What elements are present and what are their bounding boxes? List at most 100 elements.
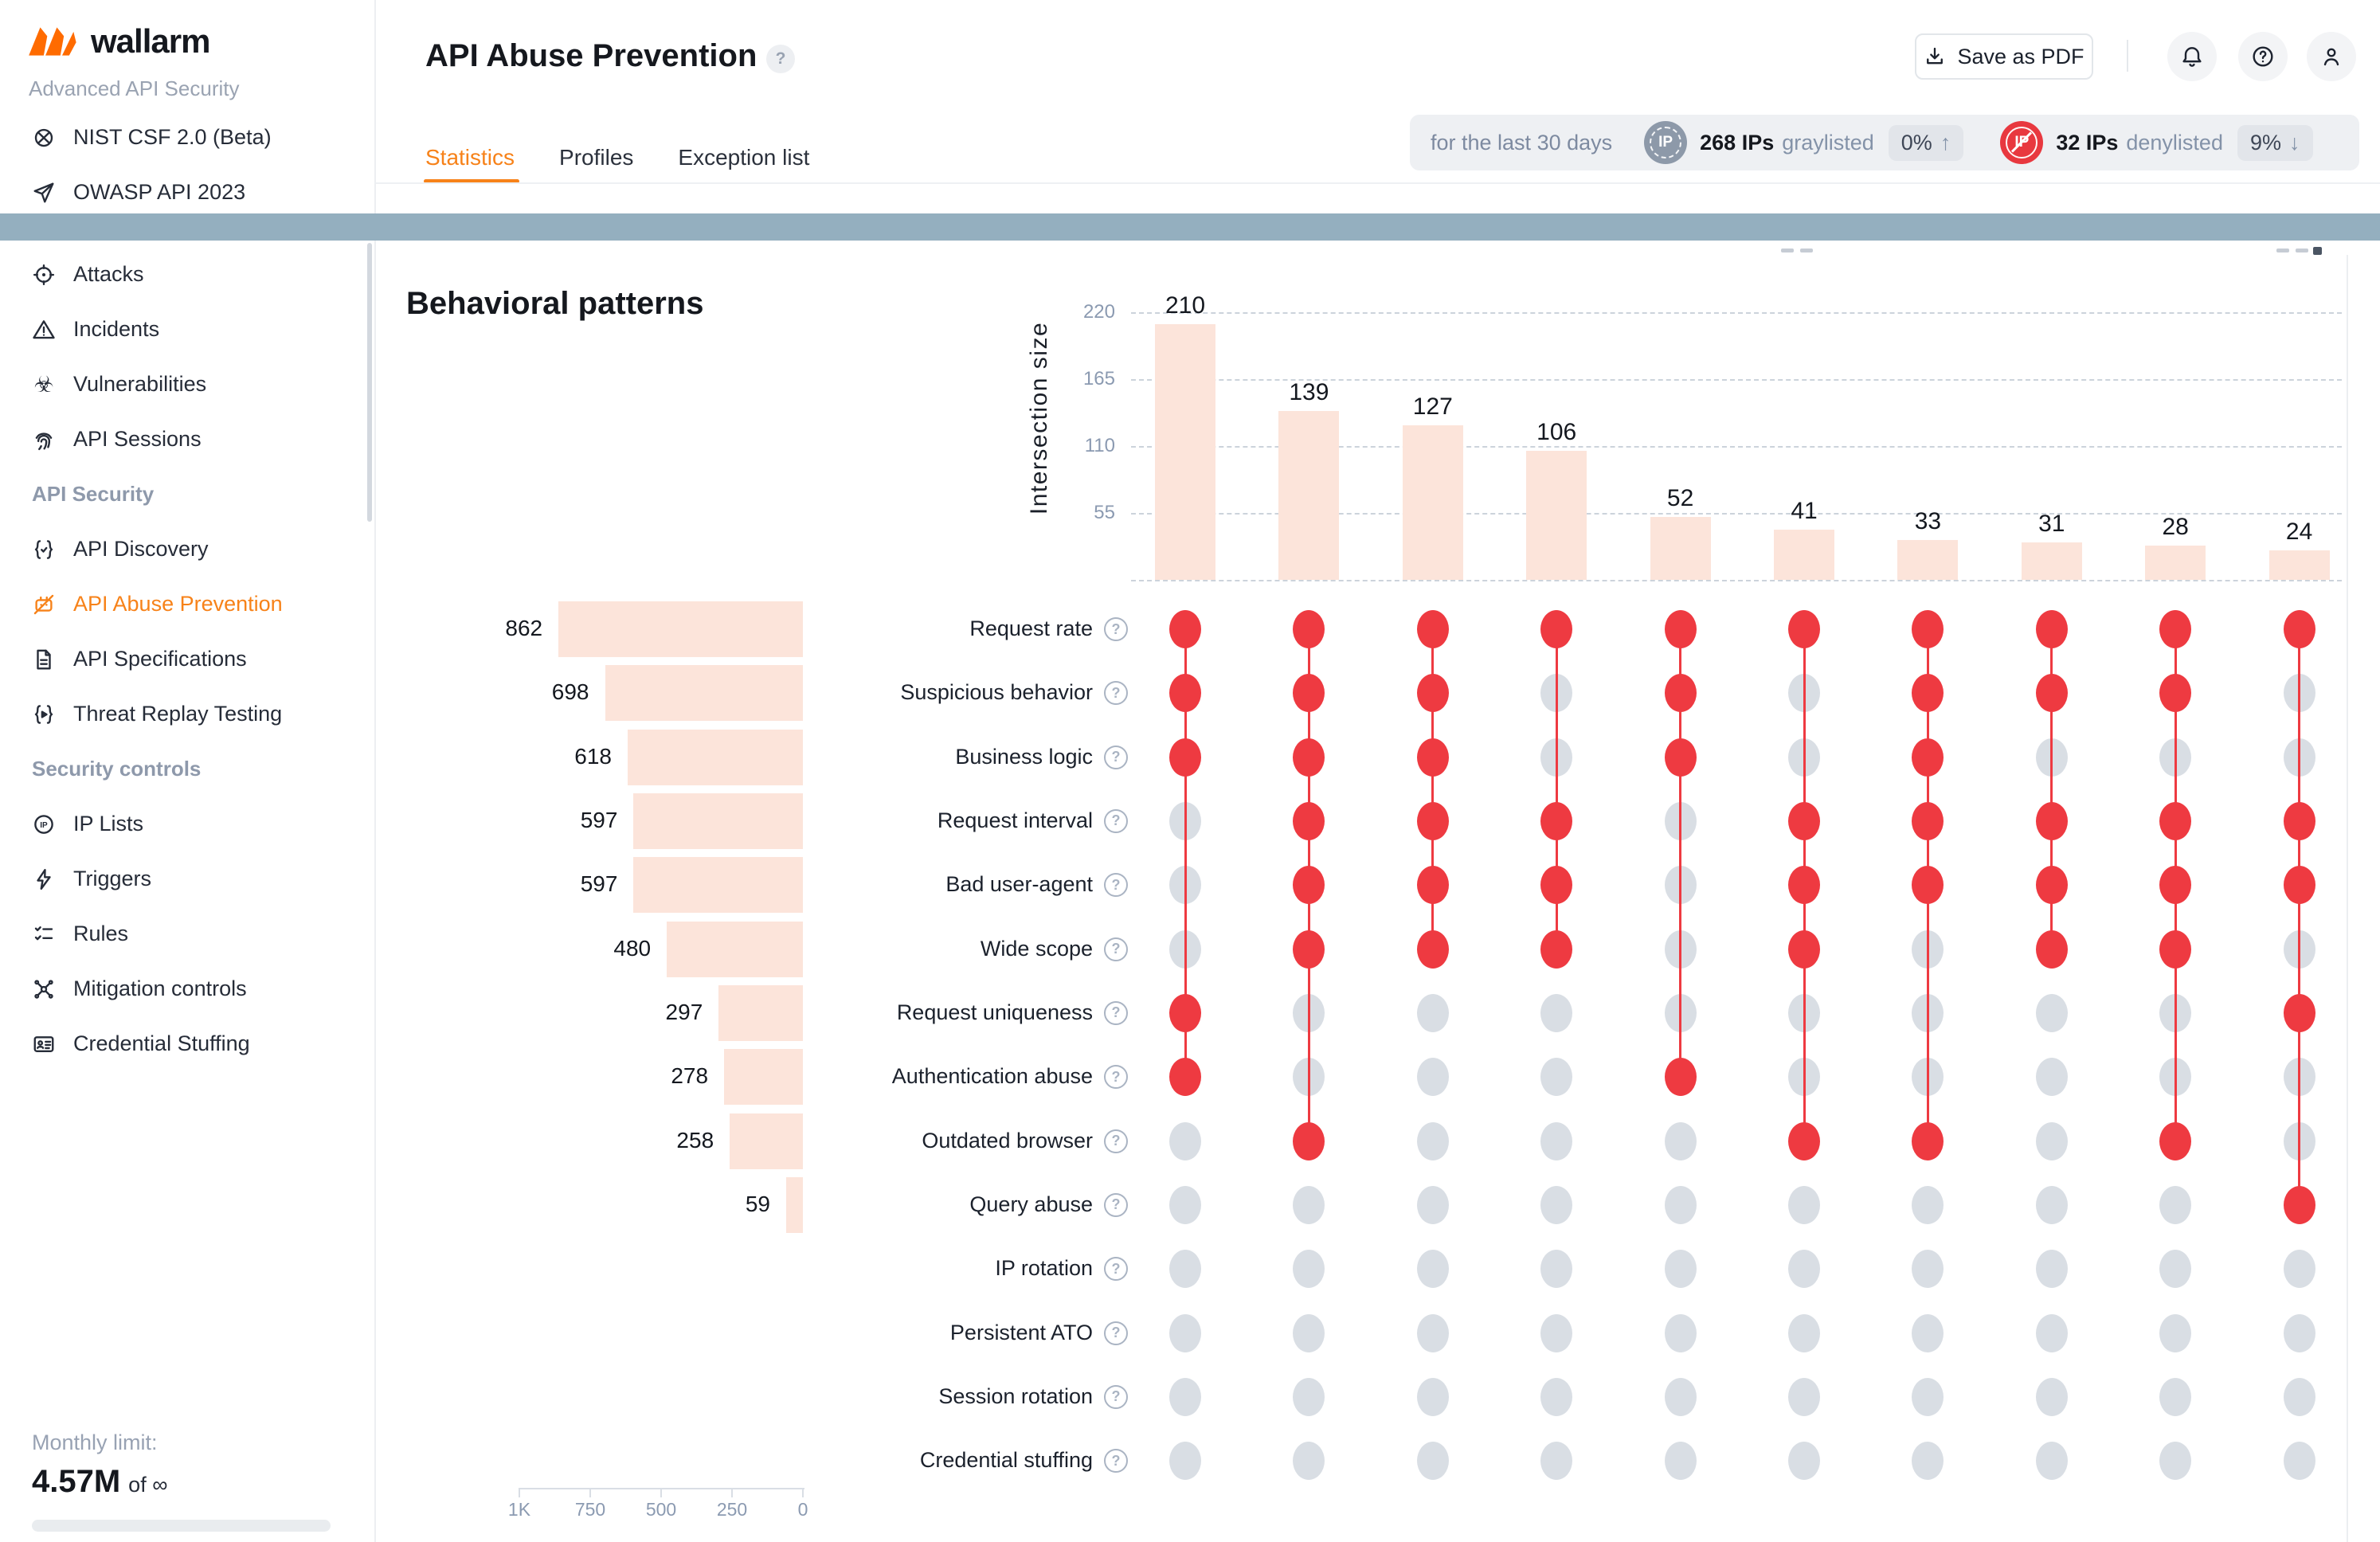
stats-summary-bar: for the last 30 days IP 268 IPs graylist… (1410, 115, 2359, 170)
tab-statistics[interactable]: Statistics (425, 145, 515, 170)
sidebar-item-triggers[interactable]: Triggers (0, 851, 374, 906)
product-tagline: Advanced API Security (29, 76, 240, 100)
sidebar-item-api-discovery[interactable]: API Discovery (0, 522, 374, 577)
set-axis-line (519, 1488, 804, 1489)
help-button[interactable] (2238, 32, 2288, 81)
sidebar-top-nav: NIST CSF 2.0 (Beta) OWASP API 2023 (0, 110, 374, 220)
braces-check-icon (32, 538, 56, 562)
sidebar-item-label: Triggers (73, 867, 152, 890)
matrix-dot-off (1664, 1313, 1697, 1352)
chart-handle-left-2[interactable] (1800, 249, 1813, 252)
matrix-dot-off (1664, 1377, 1697, 1416)
set-axis-tick-label: 500 (645, 1499, 677, 1520)
sidebar-item-incidents[interactable]: Incidents (0, 302, 374, 357)
sidebar-item-nist-csf-2-0-beta[interactable]: NIST CSF 2.0 (Beta) (0, 110, 374, 165)
chart-handle-right-2[interactable] (2296, 249, 2308, 252)
help-icon[interactable]: ? (1104, 873, 1128, 898)
matrix-dot-off (1788, 1442, 1820, 1481)
matrix-dot-off (2159, 1313, 2192, 1352)
help-icon[interactable]: ? (1104, 1449, 1128, 1474)
matrix-dot-off (1293, 1377, 1325, 1416)
braces-play-icon (32, 703, 56, 726)
help-icon[interactable]: ? (1104, 1321, 1128, 1345)
sidebar-item-api-sessions[interactable]: API Sessions (0, 412, 374, 467)
page-title: API Abuse Prevention (425, 38, 757, 73)
intersection-value: 127 (1412, 393, 1453, 421)
help-icon[interactable]: ? (1104, 1129, 1128, 1153)
matrix-dot-on (2159, 801, 2192, 840)
set-axis-tick (519, 1488, 520, 1497)
help-icon[interactable]: ? (1104, 808, 1128, 833)
matrix-row-label-session-rotation: Session rotation (938, 1383, 1093, 1408)
matrix-dot-off (1416, 1185, 1449, 1224)
matrix-dot-on (1293, 801, 1325, 840)
sidebar-item-ip-lists[interactable]: IP IP Lists (0, 796, 374, 851)
matrix-dot-on (2283, 866, 2315, 905)
bell-icon (2182, 47, 2202, 67)
intersection-value: 106 (1536, 419, 1577, 446)
sidebar-item-mitigation-controls[interactable]: Mitigation controls (0, 961, 374, 1016)
title-help-icon[interactable]: ? (766, 45, 795, 73)
sidebar-scrollbar-thumb[interactable] (367, 243, 372, 522)
intersection-tick-165: 165 (1082, 368, 1115, 390)
set-axis-tick (731, 1488, 733, 1497)
checklist-icon (32, 922, 56, 946)
help-icon[interactable]: ? (1104, 1257, 1128, 1282)
matrix-dot-off (2035, 993, 2068, 1032)
matrix-row-label-authentication-abuse: Authentication abuse (891, 1064, 1093, 1089)
tab-exception-list[interactable]: Exception list (678, 145, 810, 170)
matrix-dot-off (1912, 1185, 1944, 1224)
help-icon[interactable]: ? (1104, 617, 1128, 641)
intersection-connector (1184, 629, 1187, 1078)
intersection-tick-55: 55 (1094, 502, 1115, 523)
graylisted-change-value: 0% (1900, 130, 1932, 155)
help-icon[interactable]: ? (1104, 1000, 1128, 1025)
sidebar-item-vulnerabilities[interactable]: ☣ Vulnerabilities (0, 357, 374, 412)
intersection-gridline-55 (1131, 513, 2342, 515)
chart-handle-left[interactable] (1781, 249, 1794, 252)
account-button[interactable] (2307, 32, 2356, 81)
sidebar-item-api-specifications[interactable]: API Specifications (0, 632, 374, 687)
intersection-gridline-110 (1131, 446, 2342, 448)
help-icon[interactable]: ? (1104, 745, 1128, 769)
set-axis-tick (660, 1488, 662, 1497)
intersection-bar (1650, 516, 1711, 580)
sidebar-item-threat-replay-testing[interactable]: Threat Replay Testing (0, 687, 374, 742)
sidebar-section-security-controls: Security controls (0, 742, 374, 796)
chart-handle-right-dark[interactable] (2313, 247, 2322, 255)
set-axis-tick-label: 0 (797, 1499, 808, 1520)
help-icon[interactable]: ? (1104, 1384, 1128, 1409)
matrix-dot-on (1169, 1058, 1201, 1097)
sidebar-item-label: Threat Replay Testing (73, 702, 283, 726)
help-icon[interactable]: ? (1104, 1192, 1128, 1217)
monthly-limit-number: 4.57M (32, 1464, 121, 1499)
sidebar-item-rules[interactable]: Rules (0, 906, 374, 961)
sidebar-item-attacks[interactable]: Attacks (0, 247, 374, 302)
nist-icon (32, 126, 56, 150)
matrix-dot-off (1540, 1250, 1573, 1289)
matrix-dot-off (1540, 1442, 1573, 1481)
chart-right-border (2347, 255, 2348, 1542)
save-as-pdf-button[interactable]: Save as PDF (1915, 33, 2093, 80)
id-card-icon (32, 1032, 56, 1056)
period-label: for the last 30 days (1431, 130, 1613, 155)
sidebar-item-credential-stuffing[interactable]: Credential Stuffing (0, 1016, 374, 1071)
help-icon[interactable]: ? (1104, 937, 1128, 961)
wallarm-logo[interactable]: wallarm (27, 22, 210, 61)
intersection-connector (1431, 629, 1435, 949)
matrix-row-label-wide-scope: Wide scope (980, 936, 1093, 961)
intersection-value: 31 (2038, 510, 2065, 537)
notifications-button[interactable] (2167, 32, 2217, 81)
matrix-dot-on (1416, 674, 1449, 713)
matrix-dot-on (1540, 801, 1573, 840)
tab-profiles[interactable]: Profiles (559, 145, 634, 170)
robot-crossed-icon (32, 593, 56, 616)
matrix-dot-off (1416, 1121, 1449, 1160)
help-icon[interactable]: ? (1104, 1065, 1128, 1090)
matrix-dot-off (1169, 1121, 1201, 1160)
sidebar-item-api-abuse-prevention[interactable]: API Abuse Prevention (0, 577, 374, 632)
help-icon[interactable]: ? (1104, 681, 1128, 706)
matrix-dot-off (2035, 1377, 2068, 1416)
chart-handle-right[interactable] (2276, 249, 2289, 252)
sidebar-item-owasp-api-2023[interactable]: OWASP API 2023 (0, 165, 374, 220)
